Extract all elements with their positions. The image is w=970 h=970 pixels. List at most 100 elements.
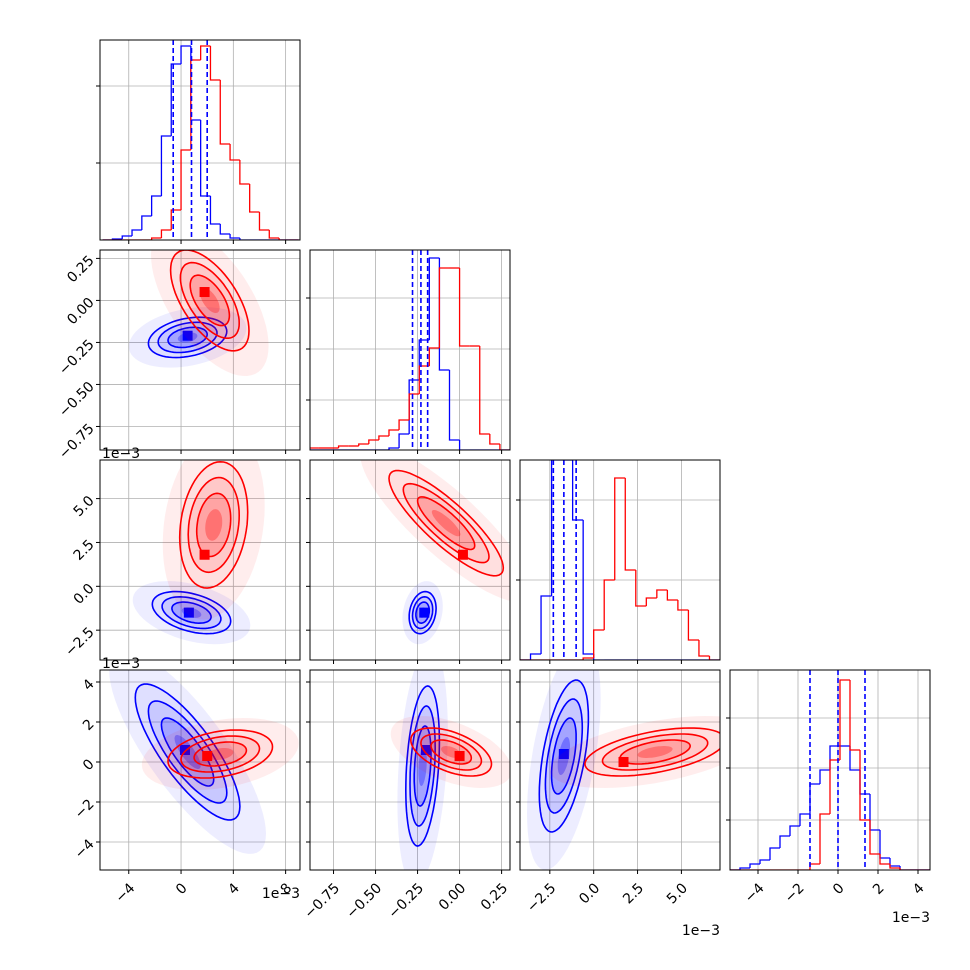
- hist-step: [180, 45, 191, 64]
- hist-step: [829, 759, 840, 814]
- hist-step: [358, 443, 369, 446]
- hist-step: [229, 144, 240, 161]
- hist-step: [408, 393, 420, 420]
- offset-label: 1e−3: [892, 910, 930, 926]
- x-tick-label: 0: [173, 880, 191, 898]
- hist-step: [582, 657, 594, 660]
- hist-step: [438, 267, 450, 348]
- hist-step: [859, 750, 870, 821]
- contour: [195, 492, 232, 558]
- hist-step: [849, 746, 860, 771]
- x-tick-label: 0.25: [478, 880, 511, 913]
- hist-step: [593, 629, 605, 658]
- hist-step: [582, 520, 594, 655]
- hist-step: [268, 230, 280, 239]
- hist-step: [160, 135, 172, 196]
- hist-step: [388, 429, 400, 436]
- contour: [167, 729, 274, 779]
- density-peak: [199, 549, 210, 560]
- density-peak: [202, 751, 213, 761]
- y-tick-label: 0.25: [64, 253, 97, 286]
- contour: [180, 735, 261, 773]
- hist-step: [799, 813, 810, 826]
- density-peak: [618, 757, 629, 767]
- axes-frame: [99, 459, 301, 661]
- hist-step: [809, 863, 820, 870]
- x-tick-label: 4: [225, 880, 243, 898]
- offset-label: 1e−3: [262, 886, 300, 902]
- hist-step: [571, 460, 584, 521]
- hist-step: [200, 45, 211, 60]
- hist-step: [635, 570, 647, 607]
- hist-step: [540, 595, 552, 654]
- scatter-cloud: [390, 716, 510, 788]
- hist-step: [278, 238, 289, 240]
- hist-step: [479, 346, 490, 435]
- hist-step: [687, 610, 699, 641]
- panel: [310, 250, 510, 450]
- hist-step: [529, 653, 542, 660]
- hist-step: [249, 184, 260, 213]
- x-tick-label: 2.5: [620, 880, 647, 907]
- x-tick-label: −2.5: [524, 880, 559, 915]
- hist-step: [869, 820, 880, 855]
- hist-step: [849, 680, 860, 751]
- hist-step: [819, 813, 830, 864]
- contour: [637, 746, 673, 758]
- contour: [404, 685, 441, 847]
- hist-step: [368, 439, 379, 444]
- axes-frame: [309, 669, 511, 871]
- y-tick-label: 0: [80, 756, 98, 774]
- hist-step: [428, 347, 440, 366]
- contour: [601, 733, 709, 771]
- hist-step: [190, 46, 201, 121]
- density-peak: [419, 607, 430, 618]
- hist-step: [809, 783, 820, 814]
- contour: [169, 250, 250, 352]
- hist-step: [889, 858, 900, 867]
- hist-step: [769, 847, 780, 860]
- hist-step: [739, 867, 750, 870]
- hist-step: [190, 59, 201, 150]
- hist-step: [131, 229, 142, 236]
- panel: [100, 40, 300, 240]
- y-tick-label: −0.75: [56, 421, 98, 463]
- hist-step: [708, 656, 720, 660]
- hist-step: [219, 224, 231, 235]
- axes-frame: [519, 459, 721, 661]
- x-tick-label: 0.00: [436, 880, 469, 913]
- contour: [409, 727, 493, 777]
- hist-step: [489, 434, 500, 445]
- x-tick-label: −0.50: [344, 880, 386, 922]
- panel: [310, 460, 510, 660]
- x-tick-label: −2: [782, 880, 808, 906]
- contour: [431, 510, 461, 537]
- hist-step: [438, 258, 450, 371]
- density-peak: [558, 749, 569, 759]
- hist-step: [170, 63, 182, 136]
- x-tick-label: 4: [910, 880, 928, 898]
- density-peak: [420, 745, 431, 755]
- hist-step: [150, 195, 162, 216]
- density-peak: [182, 330, 193, 341]
- hist-step: [448, 370, 460, 441]
- offset-label: 1e−3: [102, 446, 140, 462]
- hist-step: [789, 825, 800, 836]
- axes-frame: [729, 669, 931, 871]
- x-tick-label: −4: [742, 880, 768, 906]
- x-tick-label: −4: [112, 880, 138, 906]
- hist-step: [550, 460, 563, 596]
- y-tick-label: 0.0: [71, 581, 98, 608]
- axes-frame: [99, 249, 301, 451]
- hist-step: [779, 835, 790, 848]
- hist-step: [677, 600, 689, 611]
- y-tick-label: 2: [80, 716, 98, 734]
- x-tick-label: 5.0: [664, 880, 691, 907]
- hist-step: [749, 863, 760, 868]
- panel: [730, 670, 930, 870]
- y-tick-label: −0.25: [56, 337, 98, 379]
- density-peak: [183, 607, 194, 618]
- hist-step: [624, 478, 636, 571]
- x-tick-label: 0.0: [576, 880, 603, 907]
- panel: [100, 460, 300, 660]
